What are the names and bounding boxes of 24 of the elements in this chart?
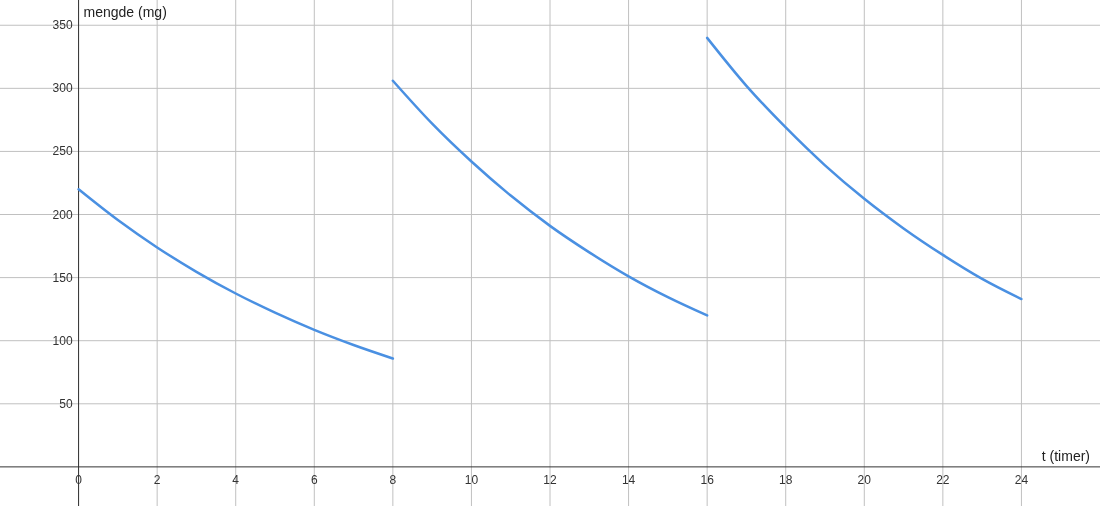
x-tick-label: 20 <box>857 472 872 487</box>
y-axis-title: mengde (mg) <box>83 4 167 20</box>
x-tick-label: 16 <box>700 472 715 487</box>
line-series <box>705 36 1023 301</box>
line-series <box>77 188 395 360</box>
y-tick-label: 200 <box>52 207 73 222</box>
x-tick-label: 8 <box>389 472 397 487</box>
y-tick-label: 150 <box>52 270 73 285</box>
y-tick-label: 300 <box>52 81 73 96</box>
y-tick-label: 100 <box>52 333 73 348</box>
x-tick-label: 6 <box>310 472 318 487</box>
x-axis-title: t (timer) <box>1041 447 1090 464</box>
y-tick-label: 250 <box>52 144 73 159</box>
x-tick-label: 22 <box>936 472 950 487</box>
x-tick-label: 2 <box>153 472 161 487</box>
y-tick-label: 50 <box>59 396 73 411</box>
x-tick-label: 14 <box>621 472 636 487</box>
y-tick-label: 350 <box>52 18 73 33</box>
x-tick-label: 24 <box>1014 472 1029 487</box>
x-tick-label: 10 <box>464 472 479 487</box>
line-series <box>391 79 709 317</box>
x-tick-label: 18 <box>779 472 793 487</box>
x-tick-label: 12 <box>543 472 557 487</box>
x-tick-label: 4 <box>232 472 240 487</box>
